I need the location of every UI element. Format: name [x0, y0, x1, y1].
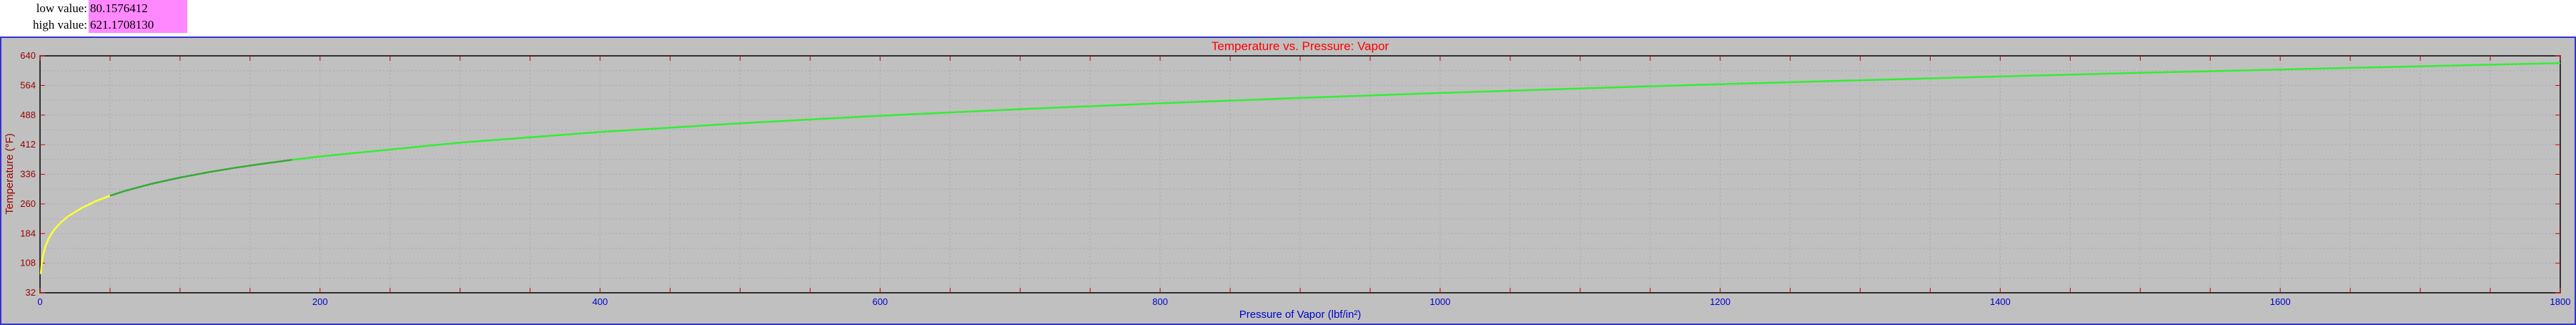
x-tick-label: 800 — [1152, 296, 1168, 307]
y-tick-label: 336 — [20, 169, 36, 180]
y-axis-label: Temperature (°F) — [4, 133, 16, 215]
y-tick-label: 488 — [20, 110, 36, 120]
chart-frame: 0 200 400 600 800 1000 1200 1400 1600 1800 32 108 1… — [0, 37, 2576, 325]
temperature-pressure-chart: 0 200 400 600 800 1000 1200 1400 1600 1800 32 108 1… — [4, 39, 2570, 321]
chart-title: Temperature vs. Pressure: Vapor — [1212, 39, 1389, 53]
x-tick-label: 0 — [37, 296, 42, 307]
x-tick-label: 1600 — [2270, 296, 2291, 307]
high-value-label: high value: — [32, 18, 87, 31]
low-value-label: low value: — [36, 1, 87, 15]
tick-marks — [39, 55, 2561, 294]
x-axis-label: Pressure of Vapor (lbf/in²) — [1239, 309, 1362, 321]
y-tick-labels: 32 108 184 260 336 412 488 564 640 — [20, 50, 36, 298]
y-tick-label: 32 — [26, 287, 36, 298]
low-value-field: 80.1576412 — [89, 0, 187, 16]
y-tick-label: 184 — [20, 228, 36, 238]
grid — [40, 56, 2560, 293]
x-tick-label: 1000 — [1430, 296, 1450, 307]
y-tick-label: 108 — [20, 258, 36, 268]
x-tick-label: 400 — [593, 296, 608, 307]
x-tick-labels: 0 200 400 600 800 1000 1200 1400 1600 1800 — [37, 296, 2570, 307]
y-tick-label: 640 — [20, 50, 36, 61]
x-tick-label: 200 — [312, 296, 328, 307]
x-tick-label: 1200 — [1710, 296, 1730, 307]
series-line-high-pressure — [292, 62, 2561, 161]
x-tick-label: 1800 — [2550, 296, 2571, 307]
high-value-field: 621.1708130 — [89, 16, 187, 33]
series — [39, 62, 2561, 274]
series-line-mid-pressure — [109, 159, 292, 197]
x-tick-label: 600 — [872, 296, 888, 307]
y-tick-label: 564 — [20, 79, 36, 90]
x-tick-label: 1400 — [1990, 296, 2011, 307]
y-tick-label: 260 — [20, 198, 36, 209]
y-tick-label: 412 — [20, 139, 36, 150]
series-line-low-pressure — [39, 195, 111, 274]
